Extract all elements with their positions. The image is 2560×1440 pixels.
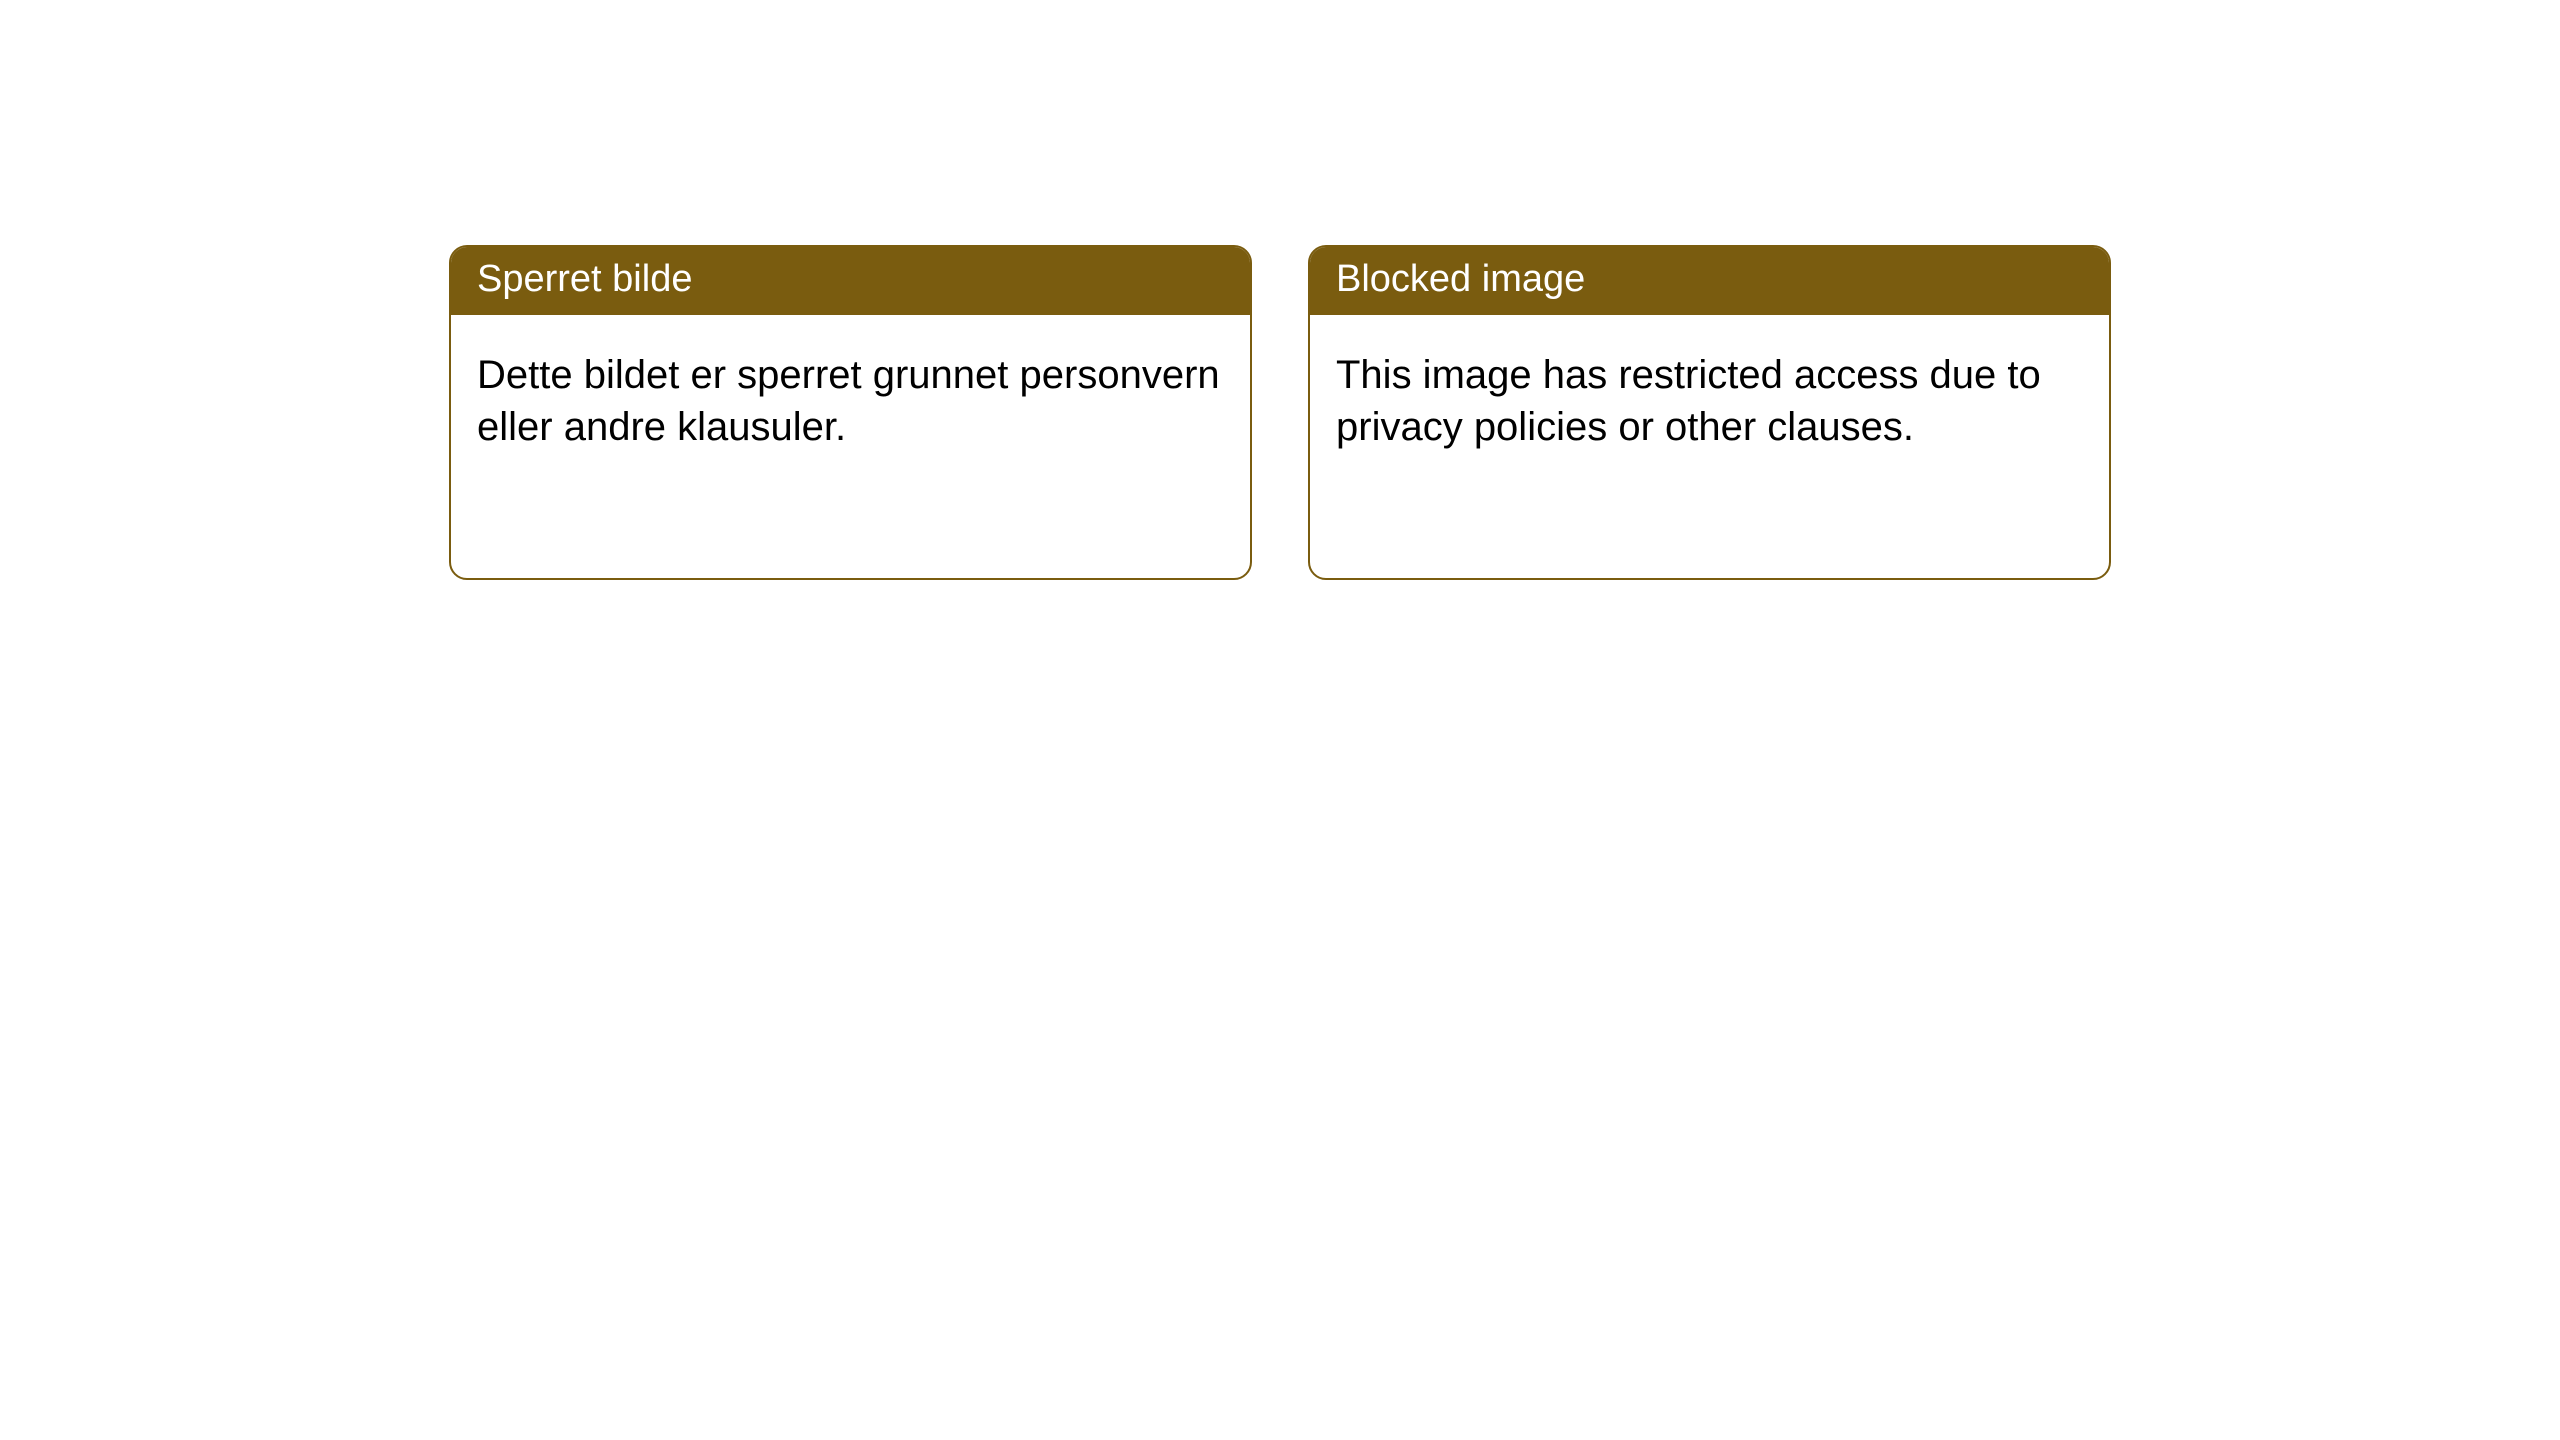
notice-container: Sperret bilde Dette bildet er sperret gr… [0, 0, 2560, 580]
notice-card-norwegian: Sperret bilde Dette bildet er sperret gr… [449, 245, 1252, 580]
notice-title-norwegian: Sperret bilde [451, 247, 1250, 315]
notice-title-english: Blocked image [1310, 247, 2109, 315]
notice-card-english: Blocked image This image has restricted … [1308, 245, 2111, 580]
notice-body-english: This image has restricted access due to … [1310, 315, 2109, 481]
notice-body-norwegian: Dette bildet er sperret grunnet personve… [451, 315, 1250, 481]
